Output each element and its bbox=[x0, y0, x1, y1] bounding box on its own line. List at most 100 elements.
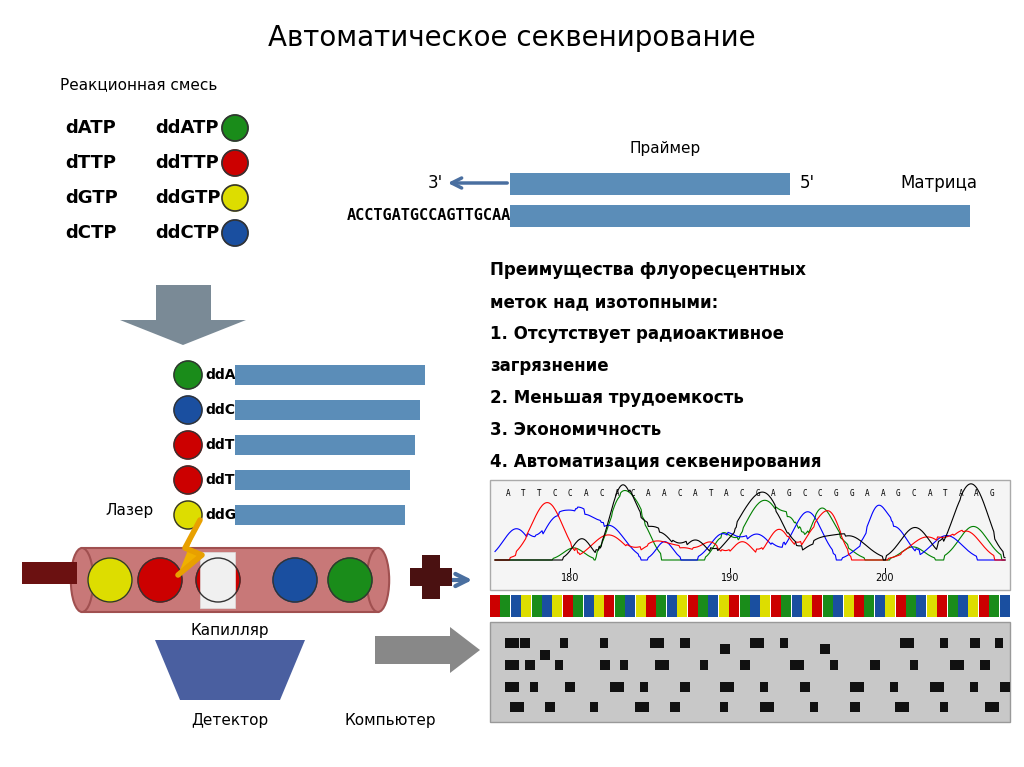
Bar bbox=[896, 595, 905, 617]
Text: Детектор: Детектор bbox=[191, 713, 268, 728]
Bar bbox=[680, 682, 690, 692]
Bar bbox=[740, 660, 750, 670]
Bar bbox=[490, 622, 1010, 722]
Bar bbox=[719, 595, 729, 617]
Ellipse shape bbox=[71, 548, 93, 612]
Bar bbox=[490, 595, 500, 617]
Bar bbox=[540, 650, 550, 660]
Text: ddTCA: ddTCA bbox=[205, 438, 255, 452]
Bar bbox=[521, 595, 531, 617]
Bar bbox=[555, 660, 563, 670]
Bar bbox=[510, 205, 970, 227]
Bar bbox=[510, 173, 790, 195]
Bar bbox=[760, 702, 774, 712]
Bar bbox=[656, 595, 667, 617]
Bar bbox=[565, 682, 575, 692]
Bar bbox=[234, 365, 425, 385]
Bar bbox=[720, 702, 728, 712]
Bar bbox=[969, 595, 978, 617]
Text: T: T bbox=[537, 489, 542, 499]
Text: Компьютер: Компьютер bbox=[344, 713, 436, 728]
Bar bbox=[874, 595, 885, 617]
Text: C: C bbox=[740, 489, 744, 499]
Bar bbox=[830, 660, 838, 670]
Text: ddCTP: ddCTP bbox=[155, 224, 219, 242]
Bar bbox=[940, 702, 948, 712]
Text: 3. Экономичность: 3. Экономичность bbox=[490, 421, 662, 439]
Bar bbox=[687, 595, 697, 617]
Bar bbox=[505, 682, 519, 692]
Bar bbox=[560, 638, 568, 648]
Bar bbox=[979, 595, 989, 617]
Bar bbox=[234, 505, 406, 525]
Bar bbox=[505, 660, 519, 670]
Polygon shape bbox=[178, 520, 202, 575]
Bar bbox=[850, 682, 864, 692]
Bar bbox=[750, 638, 764, 648]
Bar bbox=[422, 555, 440, 599]
Text: Праймер: Праймер bbox=[630, 140, 700, 156]
Bar bbox=[792, 595, 802, 617]
Bar bbox=[542, 595, 552, 617]
Bar bbox=[781, 595, 792, 617]
Bar bbox=[640, 682, 648, 692]
Circle shape bbox=[174, 396, 202, 424]
Polygon shape bbox=[120, 320, 246, 345]
Bar bbox=[761, 595, 770, 617]
Text: загрязнение: загрязнение bbox=[490, 357, 608, 375]
Text: A: A bbox=[506, 489, 510, 499]
Text: 1. Отсутствует радиоактивное: 1. Отсутствует радиоактивное bbox=[490, 325, 784, 343]
Bar bbox=[573, 595, 583, 617]
Bar bbox=[802, 595, 812, 617]
Bar bbox=[490, 480, 1010, 590]
Text: Матрица: Матрица bbox=[900, 174, 977, 192]
Text: A: A bbox=[974, 489, 979, 499]
Bar bbox=[636, 595, 645, 617]
Bar bbox=[511, 595, 520, 617]
Bar bbox=[950, 660, 964, 670]
Bar bbox=[812, 595, 822, 617]
Bar bbox=[594, 595, 604, 617]
Bar bbox=[906, 595, 915, 617]
Bar bbox=[810, 702, 818, 712]
Bar bbox=[156, 285, 211, 320]
Bar bbox=[234, 470, 410, 490]
Bar bbox=[610, 682, 624, 692]
Bar bbox=[850, 702, 860, 712]
Bar bbox=[667, 595, 677, 617]
Text: ddATP: ddATP bbox=[155, 119, 218, 137]
Circle shape bbox=[328, 558, 372, 602]
Bar bbox=[927, 595, 937, 617]
Bar bbox=[604, 595, 614, 617]
Text: Реакционная смесь: Реакционная смесь bbox=[60, 77, 217, 93]
Bar bbox=[600, 660, 610, 670]
Circle shape bbox=[174, 501, 202, 529]
Bar bbox=[885, 595, 895, 617]
Bar bbox=[980, 660, 990, 670]
Text: A: A bbox=[662, 489, 667, 499]
Bar bbox=[771, 595, 780, 617]
Text: G: G bbox=[756, 489, 760, 499]
Bar bbox=[698, 595, 708, 617]
Circle shape bbox=[222, 220, 248, 246]
Bar bbox=[234, 435, 415, 455]
Bar bbox=[844, 595, 853, 617]
Bar bbox=[870, 660, 880, 670]
Bar bbox=[823, 595, 833, 617]
Bar bbox=[709, 595, 718, 617]
Text: ACCTGATGCCAGTTGCAAGT: ACCTGATGCCAGTTGCAAGT bbox=[347, 208, 529, 222]
Bar bbox=[970, 682, 978, 692]
Polygon shape bbox=[450, 627, 480, 673]
Ellipse shape bbox=[367, 548, 389, 612]
Bar bbox=[940, 638, 948, 648]
Bar bbox=[22, 562, 77, 584]
Text: A: A bbox=[614, 489, 620, 499]
Bar bbox=[895, 702, 909, 712]
Text: G: G bbox=[786, 489, 792, 499]
Bar bbox=[563, 595, 572, 617]
Text: 2. Меньшая трудоемкость: 2. Меньшая трудоемкость bbox=[490, 389, 743, 407]
Text: ddTTP: ddTTP bbox=[155, 154, 219, 172]
Bar bbox=[501, 595, 510, 617]
Text: Капилляр: Капилляр bbox=[190, 623, 269, 637]
Bar bbox=[510, 702, 524, 712]
